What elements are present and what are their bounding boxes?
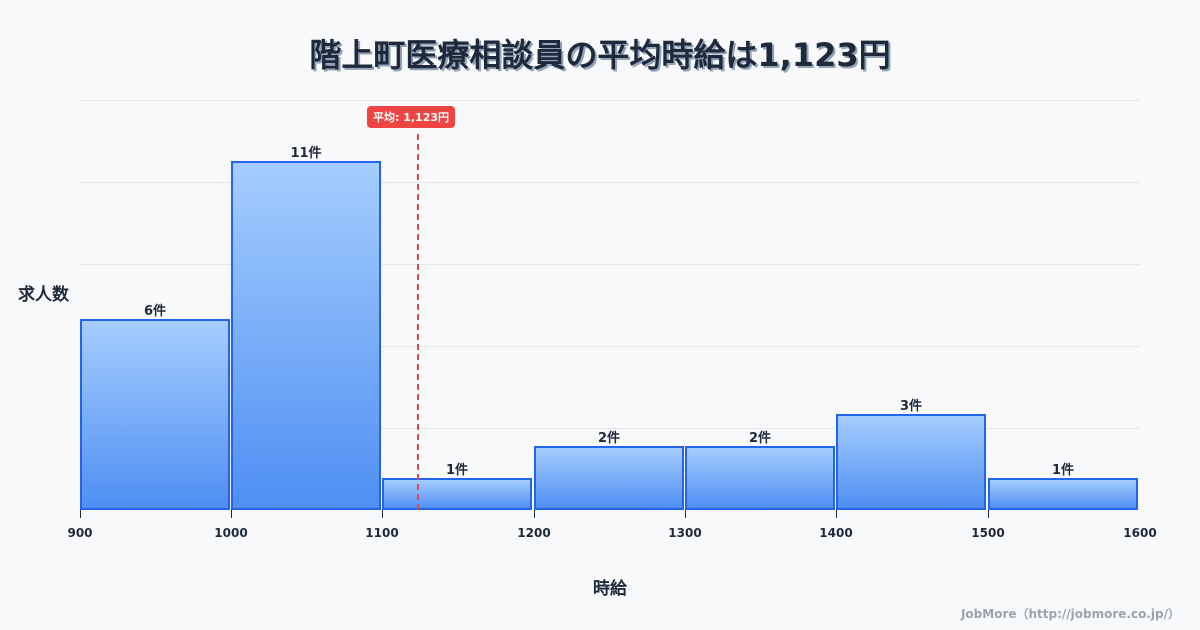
gridline	[80, 428, 1140, 429]
footer-credit: JobMore（http://jobmore.co.jp/）	[960, 607, 1180, 621]
x-tick	[80, 510, 81, 518]
histogram-bar: 6件	[80, 304, 230, 510]
chart-title: 階上町医療相談員の平均時給は1,123円	[309, 36, 891, 74]
gridline	[80, 182, 1140, 183]
x-tick	[534, 510, 535, 518]
histogram-bar: 3件	[836, 399, 986, 510]
x-tick	[382, 510, 383, 518]
histogram-bar: 1件	[382, 463, 532, 510]
bar-value-label: 11件	[290, 146, 322, 161]
average-line	[417, 134, 419, 510]
bar-value-label: 2件	[597, 431, 621, 446]
x-tick	[836, 510, 837, 518]
gridline	[80, 264, 1140, 265]
y-axis-label: 求人数	[18, 285, 69, 305]
x-tick-label: 1200	[517, 526, 551, 540]
x-tick-label: 1500	[971, 526, 1005, 540]
x-axis-label: 時給	[593, 579, 627, 599]
gridline	[80, 100, 1140, 101]
x-tick-label: 1300	[668, 526, 702, 540]
x-tick	[988, 510, 989, 518]
bar-value-label: 6件	[143, 304, 167, 319]
histogram-bar: 2件	[534, 431, 684, 510]
bar-value-label: 1件	[1051, 463, 1075, 478]
average-badge: 平均: 1,123円	[367, 106, 456, 128]
x-tick-label: 1000	[214, 526, 248, 540]
bar-value-label: 2件	[748, 431, 772, 446]
gridline	[80, 346, 1140, 347]
histogram-bar: 1件	[988, 463, 1138, 510]
x-tick	[231, 510, 232, 518]
plot-area: 6件 11件 1件 2件 2件 3件 1件 平均: 1,123円 900 100…	[67, 100, 1157, 540]
x-tick	[685, 510, 686, 518]
x-tick-label: 1600	[1123, 526, 1157, 540]
bar-value-label: 1件	[445, 463, 469, 478]
histogram-bar: 2件	[685, 431, 835, 510]
bar-value-label: 3件	[899, 399, 923, 414]
histogram-bar: 11件	[231, 146, 381, 510]
x-tick-label: 1100	[365, 526, 399, 540]
x-tick-label: 1400	[819, 526, 853, 540]
x-tick-label: 900	[67, 526, 93, 540]
